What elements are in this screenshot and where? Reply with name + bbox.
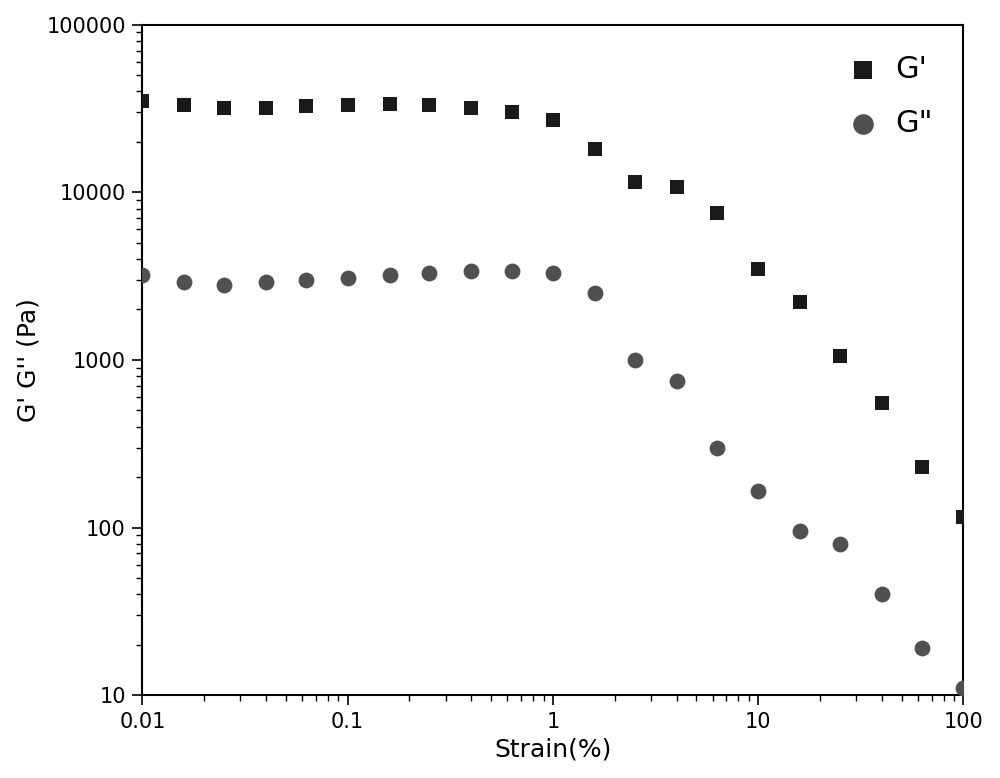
G"	[134, 269, 150, 282]
G'	[709, 207, 725, 219]
G'	[340, 99, 356, 111]
G'	[545, 114, 561, 126]
G'	[587, 143, 603, 156]
G"	[176, 276, 192, 289]
G'	[750, 262, 766, 275]
Y-axis label: G' G'' (Pa): G' G'' (Pa)	[17, 298, 41, 422]
G"	[587, 287, 603, 300]
G'	[874, 398, 890, 410]
G"	[750, 485, 766, 497]
G"	[340, 272, 356, 284]
G'	[914, 461, 930, 473]
G"	[709, 441, 725, 454]
G'	[421, 99, 437, 111]
G"	[216, 279, 232, 291]
G'	[669, 180, 685, 193]
G'	[216, 101, 232, 114]
G'	[627, 176, 643, 188]
G"	[463, 265, 479, 277]
G'	[258, 101, 274, 114]
G"	[874, 588, 890, 601]
G'	[792, 296, 808, 309]
Legend: G', G": G', G"	[840, 40, 948, 153]
G"	[258, 276, 274, 289]
G'	[134, 95, 150, 107]
G"	[792, 525, 808, 538]
G"	[669, 374, 685, 387]
G'	[298, 100, 314, 113]
G"	[914, 642, 930, 654]
G'	[504, 106, 520, 118]
G"	[382, 269, 398, 282]
G"	[627, 354, 643, 366]
G"	[955, 682, 971, 695]
G"	[545, 267, 561, 279]
G'	[176, 99, 192, 111]
G'	[832, 350, 848, 363]
X-axis label: Strain(%): Strain(%)	[494, 738, 612, 762]
G"	[832, 538, 848, 550]
G'	[955, 511, 971, 524]
G'	[382, 98, 398, 110]
G'	[463, 101, 479, 114]
G"	[298, 274, 314, 286]
G"	[421, 267, 437, 279]
G"	[504, 265, 520, 277]
